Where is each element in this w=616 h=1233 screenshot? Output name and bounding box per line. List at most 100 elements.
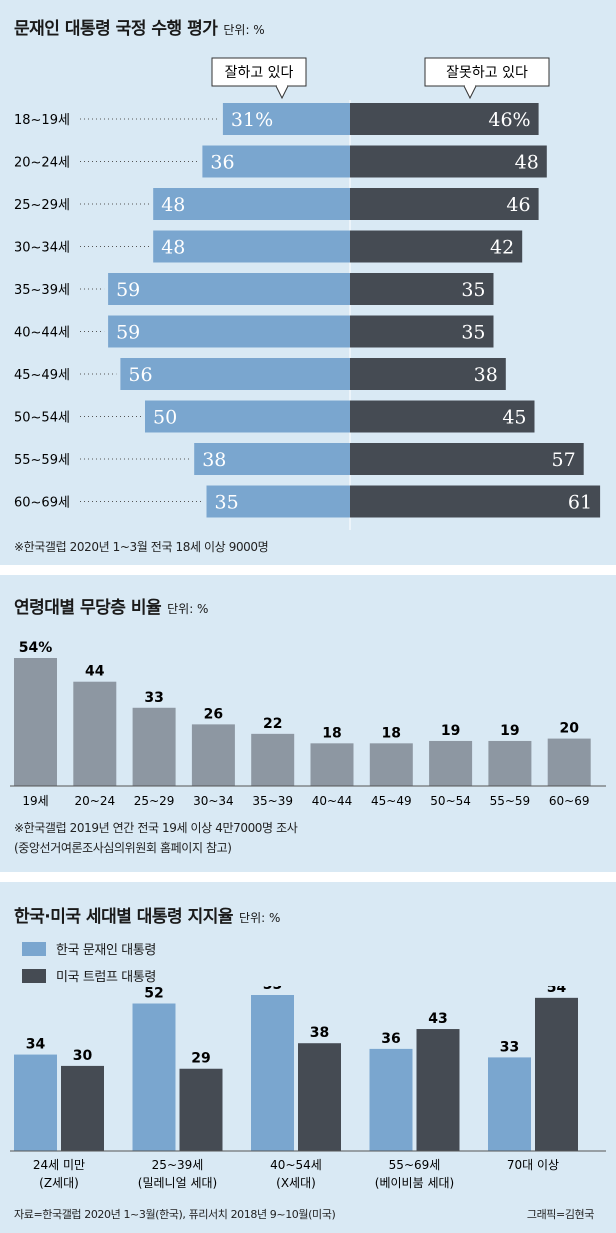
intl-source: 자료=한국갤럽 2020년 1~3월(한국), 퓨리서치 2018년 9~10월…: [14, 1208, 336, 1221]
positive-bar: [108, 315, 350, 348]
age-label: 30~34세: [14, 241, 70, 256]
positive-value: 59: [116, 322, 140, 344]
swing-category: 50~54: [430, 794, 471, 808]
approval-chart: 잘하고 있다 잘못하고 있다 18~19세 31% 46% 20~24세 36 48 25~…: [14, 57, 601, 530]
swing-bar: [14, 658, 57, 786]
swing-note-1: ※한국갤럽 2019년 연간 전국 19세 이상 4만7000명 조사: [14, 821, 298, 835]
intl-subcategory: (밀레니얼 세대): [138, 1176, 217, 1190]
positive-bar: [145, 400, 350, 433]
negative-bar: [350, 230, 523, 263]
negative-value: 46: [506, 194, 530, 216]
negative-bar: [350, 145, 547, 178]
us-bar: [416, 1029, 460, 1151]
intl-category: 70대 이상: [507, 1158, 559, 1172]
age-label: 20~24세: [14, 156, 70, 171]
us-value: 43: [428, 1011, 447, 1027]
swing-title: 연령대별 무당층 비율 단위: %: [14, 598, 209, 618]
positive-value: 31%: [231, 109, 273, 131]
approval-panel: 문재인 대통령 국정 수행 평가 단위: % 잘하고 있다 잘못하고 있다 18~…: [0, 0, 616, 565]
swing-panel: 연령대별 무당층 비율 단위: % 54% 19세 44 20~24 33 25~29 26 3…: [0, 575, 616, 872]
intl-title: 한국·미국 세대별 대통령 지지율 단위: %: [14, 907, 281, 927]
korea-bar: [251, 995, 294, 1151]
approval-note: ※한국갤럽 2020년 1~3월 전국 18세 이상 9000명: [14, 540, 269, 554]
age-label: 45~49세: [14, 368, 70, 383]
swing-category: 45~49: [371, 794, 412, 808]
us-value: 30: [73, 1048, 93, 1064]
swing-category: 60~69: [549, 794, 590, 808]
age-label: 55~59세: [14, 453, 70, 468]
swing-value: 18: [382, 725, 401, 741]
swing-category: 35~39: [252, 794, 293, 808]
swing-value: 26: [204, 706, 223, 722]
legend-us-label: 미국 트럼프 대통령: [56, 970, 156, 985]
intl-panel: 한국·미국 세대별 대통령 지지율 단위: % 한국 문재인 대통령 미국 트럼프…: [0, 882, 616, 1233]
negative-value: 61: [568, 492, 592, 514]
swing-category: 55~59: [490, 794, 531, 808]
us-bar: [298, 1043, 341, 1151]
negative-value: 46%: [488, 109, 530, 131]
swing-bar: [73, 681, 117, 786]
us-value: 29: [191, 1051, 210, 1067]
swing-category: 40~44: [312, 794, 353, 808]
legend-us-swatch: [22, 968, 46, 983]
positive-bar: [222, 103, 350, 135]
positive-bar: [206, 485, 350, 518]
legend-korea-label: 한국 문재인 대통령: [56, 943, 156, 958]
positive-value: 48: [161, 194, 185, 216]
negative-bar: [350, 358, 506, 390]
approval-unit: 단위: %: [223, 23, 265, 37]
swing-value: 19: [500, 723, 519, 739]
korea-bar: [132, 1003, 176, 1151]
intl-subcategory: (베이비붐 세대): [375, 1176, 454, 1190]
swing-bar: [547, 738, 591, 786]
negative-bar: [350, 400, 535, 433]
korea-value: 52: [144, 986, 163, 1002]
age-label: 40~44세: [14, 326, 70, 341]
intl-category: 40~54세: [270, 1158, 322, 1172]
swing-bar: [429, 740, 473, 786]
negative-bar: [350, 443, 584, 475]
korea-value: 33: [500, 1039, 519, 1055]
negative-bar: [350, 273, 494, 305]
negative-value: 57: [552, 449, 576, 471]
korea-bar: [369, 1048, 413, 1151]
swing-chart: 54% 19세 44 20~24 33 25~29 26 30~34 22 35~39 18 40~4…: [10, 640, 606, 808]
negative-bar: [350, 315, 494, 348]
korea-value: 55: [263, 986, 282, 993]
negative-value: 48: [515, 152, 539, 174]
intl-category: 25~39세: [152, 1158, 204, 1172]
negative-bar: [350, 103, 539, 135]
swing-bar: [132, 707, 176, 786]
legend-korea-swatch: [22, 941, 46, 956]
legend-us: 미국 트럼프 대통령: [22, 966, 156, 985]
swing-category: 20~24: [75, 794, 116, 808]
intl-subcategory: (X세대): [276, 1176, 316, 1190]
negative-value: 45: [502, 407, 526, 429]
positive-value: 35: [215, 492, 239, 514]
swing-value: 33: [144, 690, 163, 706]
positive-bar: [202, 145, 350, 178]
positive-bar: [120, 358, 351, 390]
positive-callout: 잘하고 있다: [211, 57, 307, 100]
negative-bar: [350, 485, 601, 518]
positive-bar: [153, 230, 350, 263]
swing-value: 44: [85, 664, 105, 680]
swing-value: 22: [263, 716, 282, 732]
intl-chart: 34 30 24세 미만 (Z세대) 52 29 25~39세 (밀레니얼 세대) 55 38 40…: [10, 986, 606, 1190]
negative-bar: [350, 188, 539, 220]
positive-label: 잘하고 있다: [225, 65, 294, 81]
age-label: 18~19세: [14, 113, 70, 128]
intl-credit: 그래픽=김현국: [526, 1208, 595, 1221]
swing-bar: [488, 740, 532, 786]
swing-value: 20: [559, 721, 579, 737]
swing-value: 54%: [19, 640, 53, 656]
korea-bar: [488, 1057, 531, 1151]
intl-subcategory: (Z세대): [39, 1176, 79, 1190]
legend-korea: 한국 문재인 대통령: [22, 939, 156, 958]
swing-bar: [310, 743, 354, 786]
us-value: 38: [310, 1025, 329, 1041]
positive-value: 48: [161, 237, 185, 259]
negative-value: 42: [490, 237, 514, 259]
intl-unit: 단위: %: [239, 911, 281, 925]
swing-category: 25~29: [134, 794, 175, 808]
